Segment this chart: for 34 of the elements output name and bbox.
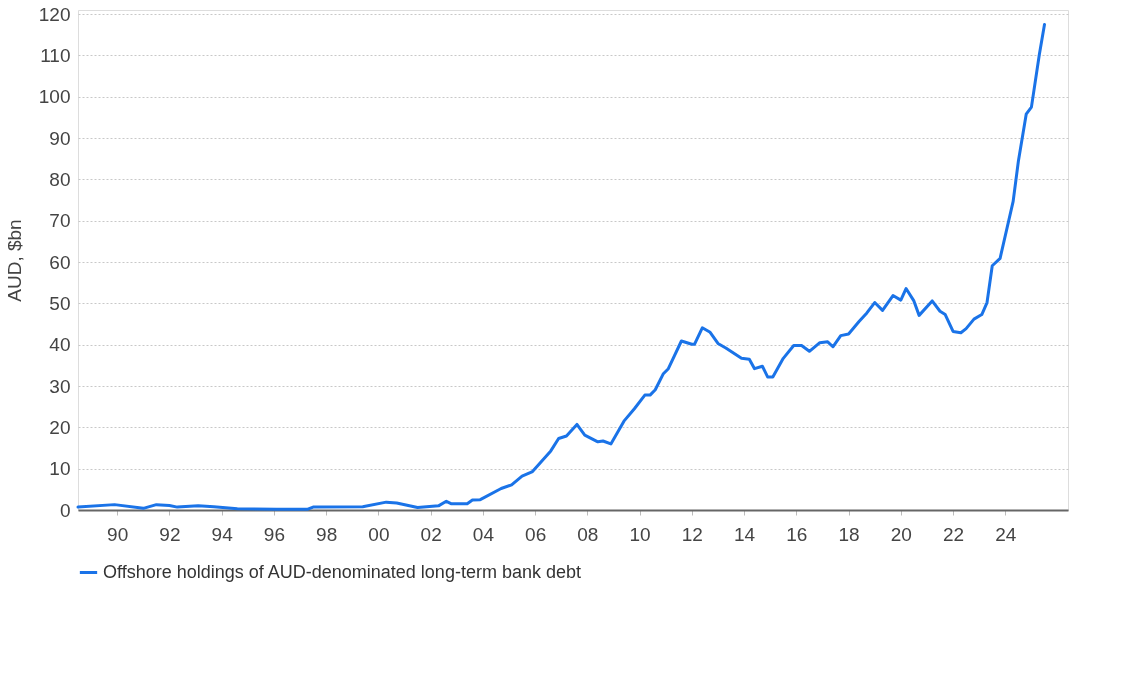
y-tick-label: 20 bbox=[49, 416, 71, 438]
line-series bbox=[76, 22, 1046, 511]
x-tick-label: 10 bbox=[629, 523, 651, 545]
y-tick-label: 0 bbox=[59, 499, 71, 521]
y-tick-label: 90 bbox=[49, 127, 71, 149]
x-tick-label: 96 bbox=[263, 523, 285, 545]
x-tick-label: 06 bbox=[525, 523, 547, 545]
x-tick-label: 02 bbox=[420, 523, 442, 545]
y-tick-label: 100 bbox=[38, 86, 71, 108]
x-tick-label: 24 bbox=[995, 523, 1017, 545]
x-tick-label: 14 bbox=[734, 523, 756, 545]
x-tick-label: 94 bbox=[211, 523, 234, 545]
y-tick-label: 30 bbox=[49, 375, 71, 397]
y-tick-label: 110 bbox=[40, 44, 71, 66]
y-tick-label: 80 bbox=[49, 168, 71, 190]
y-tick-label: 70 bbox=[49, 210, 71, 232]
x-tick-label: 04 bbox=[472, 523, 495, 545]
y-tick-label: 120 bbox=[38, 3, 71, 25]
x-tick-label: 92 bbox=[159, 523, 181, 545]
legend-label: Offshore holdings of AUD-denominated long-term bank debt bbox=[103, 561, 581, 582]
x-tick-label: 16 bbox=[786, 523, 808, 545]
x-tick-label: 22 bbox=[943, 523, 965, 545]
x-tick-label: 18 bbox=[838, 523, 860, 545]
y-tick-label: 50 bbox=[49, 292, 71, 314]
y-tick-label: 60 bbox=[49, 251, 71, 273]
x-tick-label: 08 bbox=[577, 523, 599, 545]
x-tick-label: 98 bbox=[316, 523, 338, 545]
x-tick-label: 20 bbox=[890, 523, 912, 545]
y-tick-label: 40 bbox=[49, 334, 71, 356]
y-tick-label: 10 bbox=[49, 458, 71, 480]
x-tick-label: 90 bbox=[107, 523, 129, 545]
y-axis-title: AUD, $bn bbox=[3, 219, 25, 302]
x-tick-label: 00 bbox=[368, 523, 390, 545]
x-tick-label: 12 bbox=[681, 523, 703, 545]
